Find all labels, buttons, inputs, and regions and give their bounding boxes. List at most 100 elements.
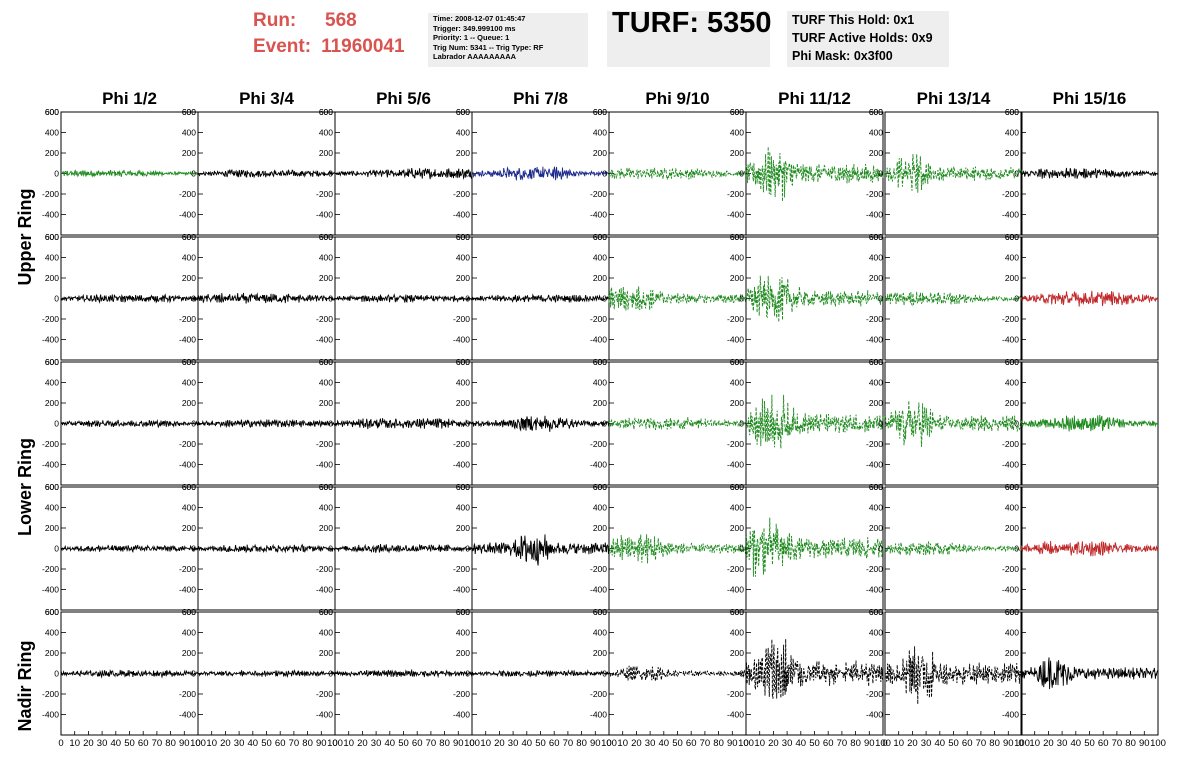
y-tick-label: 200: [593, 398, 607, 408]
y-tick-label-top: 600: [1005, 107, 1019, 117]
y-tick-label-top: 600: [456, 232, 470, 242]
x-tick-label: 50: [948, 738, 959, 749]
x-tick-label: 80: [1125, 738, 1136, 749]
y-tick-label: -200: [866, 689, 883, 699]
y-tick-label: 600: [730, 607, 744, 617]
x-tick-label: 50: [124, 738, 135, 749]
y-tick-label: 600: [319, 232, 333, 242]
x-tick-label: 40: [1071, 738, 1082, 749]
y-tick-label: 400: [182, 628, 196, 638]
x-tick-label: 20: [1043, 738, 1054, 749]
x-tick-label: 20: [631, 738, 642, 749]
y-tick-label: -200: [453, 439, 470, 449]
y-tick-label: 0: [602, 669, 607, 679]
y-tick-label: 200: [182, 273, 196, 283]
y-tick-label: 0: [328, 544, 333, 554]
y-tick-label: -200: [453, 689, 470, 699]
y-tick-label: 400: [319, 378, 333, 388]
waveform-trace: [60, 544, 199, 554]
y-tick-label-top: 600: [182, 357, 196, 367]
x-tick-label: 70: [1112, 738, 1123, 749]
column-title: Phi 13/14: [917, 89, 991, 108]
y-tick-label-top: 600: [593, 482, 607, 492]
x-tick-label: 0: [743, 738, 748, 749]
info-line: Labrador AAAAAAAAA: [433, 52, 517, 62]
y-tick-label: 200: [45, 273, 59, 283]
y-tick-label: 200: [319, 523, 333, 533]
y-tick-label: 200: [45, 148, 59, 158]
waveform-trace: [197, 169, 336, 179]
x-tick-label: 80: [165, 738, 176, 749]
y-tick-label: -200: [316, 314, 333, 324]
y-tick-label-top: 600: [1005, 232, 1019, 242]
y-tick-label: 0: [191, 669, 196, 679]
x-tick-label: 40: [659, 738, 670, 749]
y-tick-label: 200: [182, 523, 196, 533]
y-tick-label: 200: [1005, 273, 1019, 283]
x-tick-label: 70: [152, 738, 163, 749]
y-tick-label: 200: [319, 398, 333, 408]
waveform-trace: [60, 293, 199, 304]
y-tick-label: 0: [602, 294, 607, 304]
y-tick-label: 400: [730, 378, 744, 388]
y-tick-label: 400: [182, 253, 196, 263]
y-tick-label: -400: [453, 335, 470, 345]
x-tick-label: 40: [796, 738, 807, 749]
column-title: Phi 5/6: [376, 89, 431, 108]
info-line: Trigger: 349.999100 ms: [433, 23, 516, 33]
run-row: Run: 568: [253, 8, 405, 34]
y-tick-label-top: 600: [593, 357, 607, 367]
event-label: Event:: [253, 36, 312, 57]
x-tick-label: 90: [453, 738, 464, 749]
x-tick-label: 0: [882, 738, 887, 749]
y-tick-label: 200: [1005, 648, 1019, 658]
x-tick-label: 70: [563, 738, 574, 749]
y-tick-label: 400: [730, 503, 744, 513]
y-tick-label-top: 600: [45, 232, 59, 242]
x-tick-label: 20: [220, 738, 231, 749]
y-tick-label: 600: [456, 357, 470, 367]
x-tick-label: 20: [768, 738, 779, 749]
y-tick-label: 200: [456, 398, 470, 408]
x-tick-label: 60: [686, 738, 697, 749]
waveform-trace: [745, 146, 884, 202]
waveform-trace: [608, 417, 747, 431]
waveform-trace: [745, 394, 884, 449]
y-tick-label: -200: [179, 189, 196, 199]
y-tick-label: 400: [1005, 128, 1019, 138]
y-tick-label: -200: [727, 189, 744, 199]
y-tick-label: 200: [319, 273, 333, 283]
x-tick-label: 0: [606, 738, 611, 749]
waveform-trace: [1020, 167, 1159, 179]
y-tick-label: -400: [1002, 335, 1019, 345]
column-title: Phi 9/10: [645, 89, 709, 108]
y-tick-label-top: 600: [45, 482, 59, 492]
y-tick-label: -200: [316, 439, 333, 449]
y-tick-label: -400: [179, 585, 196, 595]
y-tick-label: 600: [182, 357, 196, 367]
x-tick-label: 100: [464, 738, 480, 749]
waveform-trace: [608, 286, 747, 311]
y-tick-label: -400: [590, 585, 607, 595]
y-tick-label-top: 600: [1005, 482, 1019, 492]
y-tick-label: 600: [1005, 357, 1019, 367]
y-tick-label: -200: [1002, 189, 1019, 199]
y-tick-label: -400: [727, 210, 744, 220]
y-tick-label: -400: [866, 335, 883, 345]
y-tick-label-top: 600: [182, 607, 196, 617]
x-tick-label: 40: [248, 738, 259, 749]
y-tick-label: -200: [590, 439, 607, 449]
y-tick-label: 600: [869, 232, 883, 242]
y-tick-label: 0: [878, 419, 883, 429]
x-tick-label: 30: [97, 738, 108, 749]
x-tick-label: 70: [837, 738, 848, 749]
waveform-trace: [335, 668, 473, 679]
y-tick-label: 200: [456, 273, 470, 283]
y-tick-label: 600: [45, 607, 59, 617]
y-tick-label: 600: [1005, 107, 1019, 117]
run-value: 568: [325, 10, 357, 31]
y-tick-label-top: 600: [730, 607, 744, 617]
column-title: Phi 15/16: [1053, 89, 1127, 108]
y-tick-label: 200: [182, 148, 196, 158]
x-tick-label: 100: [190, 738, 206, 749]
